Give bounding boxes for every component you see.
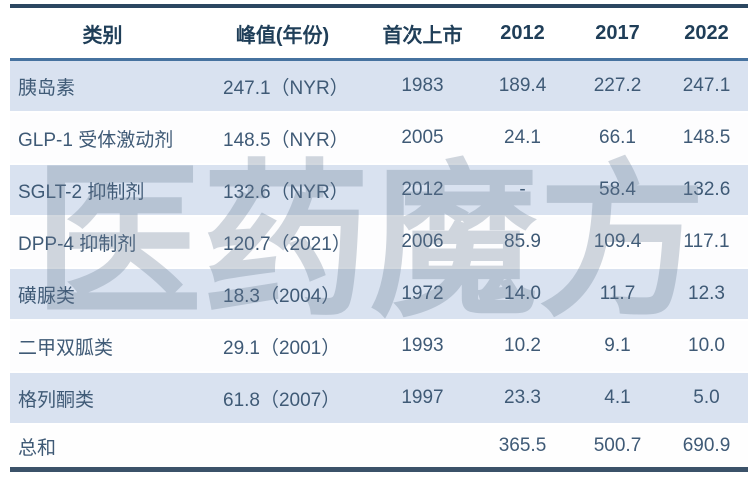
- diabetes-drug-sales-table: 类别 峰值(年份) 首次上市 2012 2017 2022 胰岛素 247.1（…: [10, 4, 748, 472]
- table-cell: 二甲双胍类: [10, 320, 195, 373]
- table-cell: 148.5（NYR）: [195, 112, 370, 165]
- table-cell: 胰岛素: [10, 59, 195, 113]
- table-cell: 5.0: [665, 372, 748, 425]
- table-cell: 247.1（NYR）: [195, 59, 370, 113]
- table-cell: 18.3（2004）: [195, 268, 370, 321]
- table-row: 胰岛素 247.1（NYR） 1983 189.4 227.2 247.1: [10, 59, 748, 113]
- table-cell: 10.2: [475, 320, 570, 373]
- table-cell: 61.8（2007）: [195, 372, 370, 425]
- table-cell: 132.6（NYR）: [195, 164, 370, 217]
- header-cell-2017: 2017: [570, 6, 665, 61]
- table-cell: [370, 424, 475, 470]
- table-cell: 247.1: [665, 59, 748, 113]
- header-cell-peak: 峰值(年份): [195, 6, 370, 61]
- table-cell: 1972: [370, 268, 475, 321]
- table-cell: 1983: [370, 59, 475, 113]
- table-cell: 4.1: [570, 372, 665, 425]
- header-row: 类别 峰值(年份) 首次上市 2012 2017 2022: [10, 6, 748, 61]
- table-cell: [195, 424, 370, 470]
- table-cell: 29.1（2001）: [195, 320, 370, 373]
- table-cell: 24.1: [475, 112, 570, 165]
- table-cell: 2006: [370, 216, 475, 269]
- header-cell-2012: 2012: [475, 6, 570, 61]
- table-cell: 148.5: [665, 112, 748, 165]
- table-cell: 85.9: [475, 216, 570, 269]
- table-row: 磺脲类 18.3（2004） 1972 14.0 11.7 12.3: [10, 268, 748, 321]
- table-cell: 117.1: [665, 216, 748, 269]
- table-cell: 10.0: [665, 320, 748, 373]
- table-cell: 109.4: [570, 216, 665, 269]
- table-cell: 58.4: [570, 164, 665, 217]
- table-container: 类别 峰值(年份) 首次上市 2012 2017 2022 胰岛素 247.1（…: [10, 4, 748, 472]
- header-cell-category: 类别: [10, 6, 195, 61]
- table-cell: DPP-4 抑制剂: [10, 216, 195, 269]
- table-row: GLP-1 受体激动剂 148.5（NYR） 2005 24.1 66.1 14…: [10, 112, 748, 165]
- table-cell: 365.5: [498, 435, 547, 456]
- table-cell: 189.4: [475, 59, 570, 113]
- table-cell: 格列酮类: [10, 372, 195, 425]
- table-cell: 690.9: [682, 435, 731, 456]
- table-cell: 磺脲类: [10, 268, 195, 321]
- table-cell: SGLT-2 抑制剂: [10, 164, 195, 217]
- table-cell: 1993: [370, 320, 475, 373]
- table-cell: 11.7: [570, 268, 665, 321]
- table-cell: 12.3: [665, 268, 748, 321]
- table-row: SGLT-2 抑制剂 132.6（NYR） 2012 - 58.4 132.6: [10, 164, 748, 217]
- table-cell: 2005: [370, 112, 475, 165]
- table-cell: 23.3: [475, 372, 570, 425]
- table-cell: 9.1: [570, 320, 665, 373]
- header-cell-2022: 2022: [665, 6, 748, 61]
- table-row: 格列酮类 61.8（2007） 1997 23.3 4.1 5.0: [10, 372, 748, 425]
- table-cell: 66.1: [570, 112, 665, 165]
- table-cell: 227.2: [570, 59, 665, 113]
- table-row: DPP-4 抑制剂 120.7（2021） 2006 85.9 109.4 11…: [10, 216, 748, 269]
- table-row: 二甲双胍类 29.1（2001） 1993 10.2 9.1 10.0: [10, 320, 748, 373]
- header-cell-first-launch: 首次上市: [370, 6, 475, 61]
- table-cell: 500.7: [593, 435, 642, 456]
- table-cell: 1997: [370, 372, 475, 425]
- table-cell: 132.6: [665, 164, 748, 217]
- table-cell: 总和: [18, 437, 57, 459]
- table-cell: 2012: [370, 164, 475, 217]
- total-row: 总和 365.5 500.7 690.9: [10, 424, 748, 470]
- table-cell: 14.0: [475, 268, 570, 321]
- table-cell: -: [475, 164, 570, 217]
- table-cell: GLP-1 受体激动剂: [10, 112, 195, 165]
- table-cell: 120.7（2021）: [195, 216, 370, 269]
